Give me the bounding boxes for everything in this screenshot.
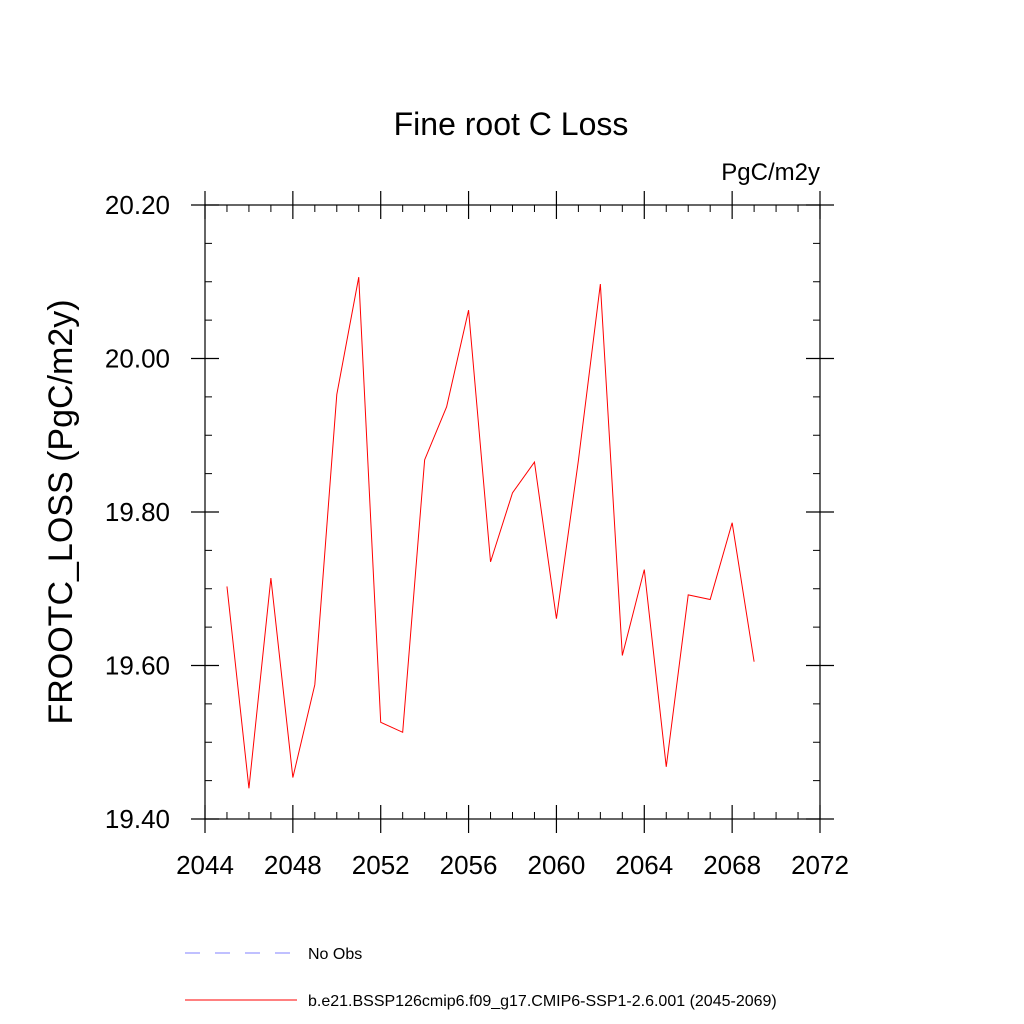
x-tick-label: 2068 xyxy=(703,850,761,880)
x-tick-label: 2064 xyxy=(615,850,673,880)
plot-frame xyxy=(204,204,821,820)
legend-label-series: b.e21.BSSP126cmip6.f09_g17.CMIP6-SSP1-2.… xyxy=(308,993,777,1010)
y-tick-labels: 19.40 19.60 19.80 20.00 20.20 xyxy=(105,190,170,834)
y-tick-label: 20.00 xyxy=(105,344,170,374)
y-tick-label: 19.60 xyxy=(105,651,170,681)
x-tick-label: 2056 xyxy=(440,850,498,880)
x-tick-labels: 2044 2048 2052 2056 2060 2064 2068 2072 xyxy=(176,850,849,880)
x-tick-label: 2048 xyxy=(264,850,322,880)
legend: No Obs b.e21.BSSP126cmip6.f09_g17.CMIP6-… xyxy=(185,946,777,1010)
major-ticks xyxy=(191,191,834,833)
x-tick-label: 2060 xyxy=(528,850,586,880)
legend-label-no-obs: No Obs xyxy=(308,946,362,963)
units-label: PgC/m2y xyxy=(721,159,820,186)
x-tick-label: 2052 xyxy=(352,850,410,880)
y-tick-label: 19.40 xyxy=(105,804,170,834)
y-tick-label: 20.20 xyxy=(105,190,170,220)
y-tick-label: 19.80 xyxy=(105,497,170,527)
series-line xyxy=(226,277,755,789)
y-axis-label: FROOTC_LOSS (PgC/m2y) xyxy=(42,299,80,724)
minor-ticks xyxy=(205,205,820,819)
chart-title: Fine root C Loss xyxy=(394,106,629,142)
x-tick-label: 2072 xyxy=(791,850,849,880)
x-tick-label: 2044 xyxy=(176,850,234,880)
series-group xyxy=(226,277,755,789)
